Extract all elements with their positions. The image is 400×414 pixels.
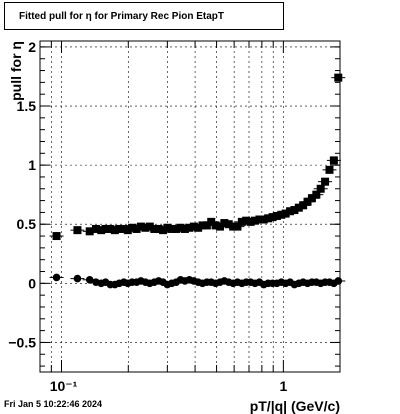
y-tick-label: 1 <box>28 157 36 173</box>
data-point-square <box>189 222 198 231</box>
data-point-square <box>220 219 229 228</box>
data-point-square <box>237 217 246 226</box>
data-point-square <box>150 224 159 233</box>
data-point-square <box>194 223 203 232</box>
data-point-square <box>97 226 106 235</box>
data-point-square <box>145 222 154 231</box>
data-point-square <box>215 222 224 231</box>
data-point-square <box>185 223 194 232</box>
y-tick-label: 0 <box>28 275 36 291</box>
data-point-square <box>176 223 185 232</box>
data-point-square <box>286 207 295 216</box>
data-point-square <box>307 194 316 203</box>
data-point-square <box>246 217 255 226</box>
x-axis-label: pT/|q| (GeV/c) <box>250 398 340 414</box>
data-point-circle <box>85 275 94 284</box>
data-point-square <box>106 224 115 233</box>
data-point-square <box>316 184 325 193</box>
data-point-square <box>242 216 251 225</box>
data-point-circle <box>52 273 61 282</box>
data-point-square <box>101 224 110 233</box>
plot-frame <box>39 40 341 373</box>
data-point-square <box>264 214 273 223</box>
data-point-square <box>73 226 82 235</box>
marks-layer <box>52 73 343 289</box>
data-point-square <box>281 209 290 218</box>
data-point-square <box>251 216 260 225</box>
data-point-square <box>229 222 238 231</box>
data-point-square <box>198 221 207 230</box>
data-point-square <box>277 210 286 219</box>
data-point-square <box>123 226 132 235</box>
data-point-square <box>132 224 141 233</box>
data-point-square <box>202 221 211 230</box>
timestamp: Fri Jan 5 10:22:46 2024 <box>4 399 103 409</box>
data-point-square <box>159 226 168 235</box>
data-point-square <box>85 227 94 236</box>
data-point-square <box>259 215 268 224</box>
y-tick-label: 1.5 <box>17 98 37 114</box>
data-point-square <box>224 220 233 229</box>
data-point-square <box>299 201 308 210</box>
data-point-square <box>172 224 181 233</box>
y-axis-label: pull for η <box>8 41 24 101</box>
ticks-layer <box>39 41 340 372</box>
data-point-square <box>329 156 338 165</box>
data-point-square <box>334 73 343 82</box>
y-tick-label: −0.5 <box>8 334 36 350</box>
data-point-square <box>321 177 330 186</box>
data-point-square <box>233 222 242 231</box>
y-tick-label: 0.5 <box>17 216 37 232</box>
y-tick-label: 2 <box>28 39 36 55</box>
data-point-square <box>163 223 172 232</box>
data-point-square <box>110 226 119 235</box>
data-point-square <box>207 217 216 226</box>
data-point-square <box>312 190 321 199</box>
chart-title: Fitted pull for η for Primary Rec Pion E… <box>4 2 284 30</box>
data-point-square <box>115 224 124 233</box>
error-bar-layer <box>49 77 346 286</box>
x-tick-label: 1 <box>279 378 287 394</box>
data-point-square <box>128 223 137 232</box>
data-point-square <box>52 232 61 241</box>
data-point-square <box>272 211 281 220</box>
data-point-square <box>255 215 264 224</box>
data-point-square <box>325 165 334 174</box>
data-point-square <box>290 206 299 215</box>
data-point-square <box>136 222 145 231</box>
data-point-square <box>167 224 176 233</box>
labels-layer: −0.5 0 0.5 1 1.5 2 10⁻¹ 1 pT/|q| (GeV/c) pull for… <box>8 39 340 414</box>
data-point-square <box>91 224 100 233</box>
data-point-square <box>303 197 312 206</box>
data-point-square <box>180 224 189 233</box>
data-point-square <box>211 221 220 230</box>
data-point-circle <box>334 277 343 285</box>
data-point-square <box>294 203 303 212</box>
data-point-square <box>268 213 277 222</box>
data-point-square <box>141 223 150 232</box>
x-tick-label: 10⁻¹ <box>50 378 78 394</box>
data-point-circle <box>73 274 82 283</box>
data-point-square <box>154 224 163 233</box>
